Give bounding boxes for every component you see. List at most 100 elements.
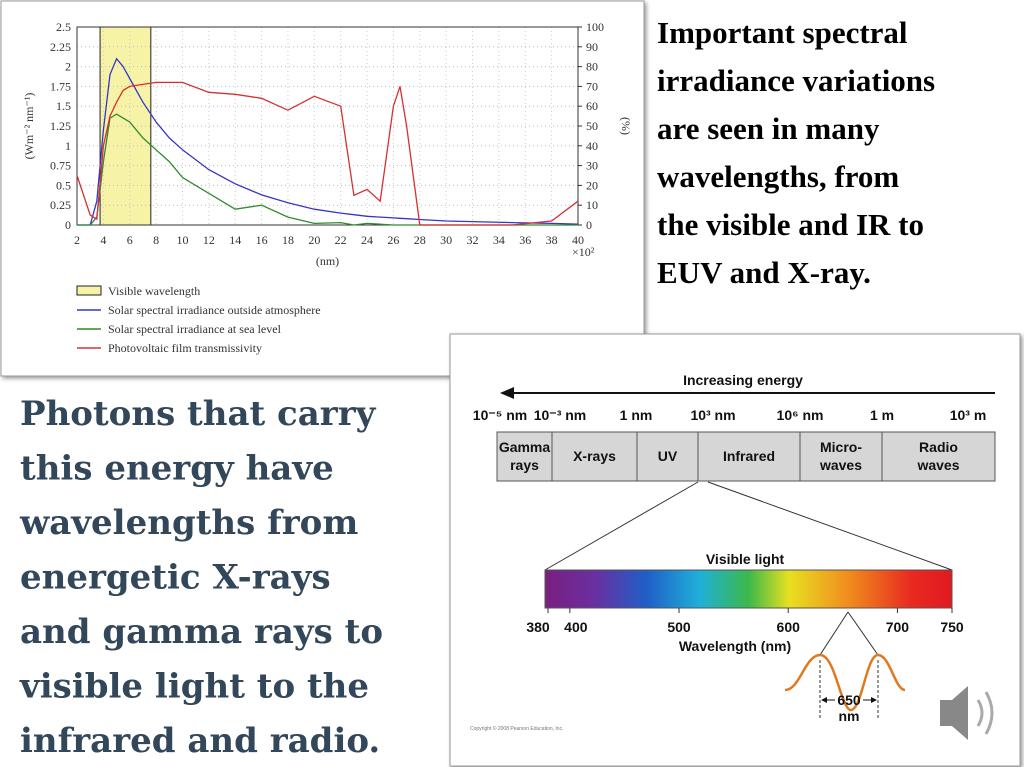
- band-cell: [799, 431, 883, 482]
- y-tick-label: 2.5: [56, 20, 71, 34]
- y2-tick-label: 90: [586, 40, 598, 54]
- legend-label: Solar spectral irradiance at sea level: [108, 322, 282, 336]
- text-line: the visible and IR to: [657, 207, 924, 242]
- copyright: Copyright © 2008 Pearson Education, Inc.: [470, 725, 563, 732]
- speaker-icon[interactable]: [940, 686, 994, 740]
- scale-tick-label: 380: [526, 619, 550, 635]
- legend-label: Photovoltaic film transmissivity: [108, 341, 262, 355]
- y-tick-label: 2: [65, 60, 71, 74]
- arrow-label: Increasing energy: [683, 372, 803, 388]
- arrow-head: [500, 387, 514, 399]
- band-label: Infrared: [723, 448, 775, 464]
- x-tick-label: 10: [176, 233, 188, 247]
- band-label: Gamma: [499, 439, 551, 455]
- x-tick-label: 28: [414, 233, 426, 247]
- y2-tick-label: 40: [586, 139, 598, 153]
- x-tick-label: 2: [74, 233, 80, 247]
- band-label: waves: [916, 457, 959, 473]
- x-tick-label: 30: [440, 233, 452, 247]
- visible-spectrum: [544, 569, 953, 609]
- legend-swatch: [76, 285, 102, 296]
- scale-label: 1 nm: [620, 407, 653, 423]
- y2-axis-label: (%): [619, 117, 633, 135]
- text-line: EUV and X-ray.: [657, 255, 871, 290]
- x-multiplier: ×10²: [572, 245, 595, 259]
- y-tick-label: 1: [65, 139, 71, 153]
- text-line: Important spectral: [657, 15, 908, 50]
- x-tick-label: 36: [519, 233, 531, 247]
- x-tick-label: 8: [153, 233, 159, 247]
- text-line: visible light to the: [19, 667, 369, 707]
- scale-label: 10⁶ nm: [777, 407, 824, 423]
- zoom-line: [847, 611, 879, 656]
- x-tick-label: 32: [467, 233, 479, 247]
- scale-label: 10⁻⁵ nm: [473, 407, 527, 423]
- spectrum-diagram: Increasing energy 10⁻⁵ nm 10⁻³ nm 1 nm 10³ n…: [470, 372, 996, 732]
- scale-label: 1 m: [870, 407, 894, 423]
- series-line: [77, 113, 578, 226]
- y-tick-label: 0: [65, 218, 71, 232]
- y2-tick-label: 10: [586, 198, 598, 212]
- text-line: wavelengths from: [19, 503, 358, 543]
- y2-tick-label: 0: [586, 218, 592, 232]
- y-tick-label: 1.25: [50, 119, 71, 133]
- arrow-head: [821, 697, 827, 703]
- text-line: are seen in many: [657, 111, 880, 146]
- axis-label: Wavelength (nm): [679, 638, 791, 654]
- text-line: energetic X-rays: [20, 558, 331, 598]
- x-tick-label: 22: [335, 233, 347, 247]
- arrow-head: [871, 697, 877, 703]
- x-tick-label: 40: [572, 233, 584, 247]
- y2-tick-label: 100: [586, 20, 604, 34]
- text-line: this energy have: [20, 449, 334, 489]
- x-axis-label: (nm): [316, 254, 339, 268]
- band-label: waves: [819, 457, 862, 473]
- visible-label: Visible light: [706, 551, 785, 567]
- x-tick-label: 14: [229, 233, 241, 247]
- y-tick-label: 1.5: [56, 99, 71, 113]
- scale-label: 10³ m: [950, 407, 987, 423]
- band-cell: [496, 431, 553, 482]
- band-label: Micro-: [820, 439, 862, 455]
- x-tick-label: 18: [282, 233, 294, 247]
- series-line: [77, 57, 579, 226]
- band-label: rays: [510, 457, 539, 473]
- text-line: and gamma rays to: [20, 612, 383, 652]
- text-line: irradiance variations: [657, 63, 935, 98]
- x-tick-label: 12: [203, 233, 215, 247]
- band-label: UV: [658, 448, 678, 464]
- x-tick-label: 16: [256, 233, 268, 247]
- text-line: infrared and radio.: [20, 721, 380, 761]
- scale-tick-label: 400: [564, 619, 588, 635]
- y-axis-label: (Wm⁻² nm⁻¹): [22, 93, 36, 160]
- plot-frame: [76, 26, 579, 226]
- scale-tick-label: 700: [886, 619, 910, 635]
- x-tick-label: 38: [546, 233, 558, 247]
- scale-tick-label: 600: [777, 619, 801, 635]
- text-line: wavelengths, from: [657, 159, 899, 194]
- zoom-line: [544, 481, 699, 571]
- band-label: Radio: [919, 439, 958, 455]
- wave: [784, 653, 906, 712]
- y-tick-label: 0.25: [50, 198, 71, 212]
- chart: 0 0.25 0.5 0.75 1 1.25 1.5 1.75 2 2.25 2.5 0 10 20 30 4…: [22, 20, 633, 355]
- wave-label: 650: [837, 692, 861, 708]
- scale-tick-label: 500: [667, 619, 691, 635]
- x-tick-label: 4: [100, 233, 106, 247]
- scale-label: 10⁻³ nm: [534, 407, 587, 423]
- y-tick-label: 2.25: [50, 40, 71, 54]
- scale-tick-label: 750: [940, 619, 964, 635]
- x-tick-label: 20: [308, 233, 320, 247]
- zoom-line: [819, 611, 849, 656]
- y2-tick-label: 50: [586, 119, 598, 133]
- legend-label: Visible wavelength: [108, 284, 200, 298]
- y-tick-label: 0.75: [50, 159, 71, 173]
- x-tick-label: 6: [127, 233, 133, 247]
- series-line: [76, 81, 579, 226]
- x-tick-label: 26: [387, 233, 399, 247]
- text-line: Photons that carry: [20, 394, 377, 434]
- y2-tick-label: 80: [586, 60, 598, 74]
- y2-tick-label: 30: [586, 159, 598, 173]
- x-tick-label: 34: [493, 233, 505, 247]
